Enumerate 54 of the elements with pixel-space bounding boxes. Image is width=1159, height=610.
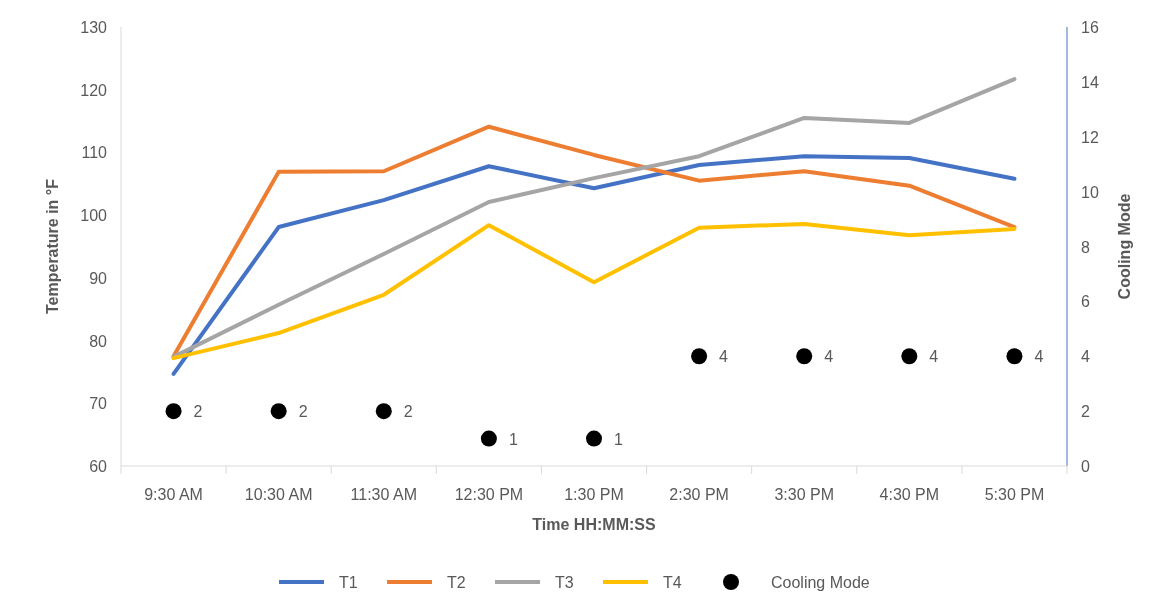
point	[586, 430, 602, 447]
x-tick-label: 3:30 PM	[774, 486, 835, 503]
y2-tick-label: 14	[1081, 73, 1099, 91]
y-tick-label: 70	[89, 395, 108, 413]
y-tick-label: 60	[89, 458, 108, 475]
y2-tick-label: 4	[1081, 348, 1090, 366]
data-label: 4	[719, 348, 729, 366]
y-tick-label: 80	[89, 332, 108, 350]
y2-tick-label: 10	[1081, 183, 1099, 201]
data-label: 1	[508, 430, 518, 448]
y-tick-label: 130	[80, 19, 108, 36]
x-tick-label: 5:30 PM	[984, 486, 1045, 503]
y2-tick-label: 16	[1081, 19, 1099, 36]
point	[796, 348, 813, 365]
x-tick-label: 2:30 PM	[669, 486, 729, 503]
y-tick-label: 100	[80, 207, 108, 225]
x-tick-label: 12:30 PM	[454, 486, 524, 503]
y2-tick-label: 2	[1081, 403, 1090, 421]
x-tick-label: 10:30 AM	[244, 486, 313, 503]
point	[480, 430, 497, 447]
data-label: 4	[929, 348, 939, 366]
y-tick-label: 90	[89, 269, 108, 287]
legend-label: Cooling Mode	[771, 574, 870, 591]
point	[901, 348, 918, 365]
data-label: 2	[403, 403, 413, 421]
data-label: 1	[614, 430, 623, 448]
point	[1006, 348, 1023, 365]
legend-label: T3	[555, 574, 574, 591]
y2-tick-label: 6	[1081, 293, 1090, 311]
data-label: 4	[824, 348, 834, 366]
point	[691, 348, 708, 365]
line-series	[171, 154, 1017, 376]
legend-label: T1	[339, 574, 358, 591]
x-axis-title: Time HH:MM:SS	[532, 516, 656, 533]
point	[270, 403, 287, 420]
point	[375, 403, 392, 420]
y2-tick-label: 0	[1081, 458, 1090, 475]
y2-axis-title: Cooling Mode	[1116, 193, 1133, 300]
y-tick-label: 110	[81, 144, 108, 162]
y2-tick-label: 12	[1081, 128, 1099, 146]
legend-label: T2	[447, 574, 466, 591]
x-tick-label: 11:30 AM	[350, 486, 417, 503]
data-label: 2	[193, 403, 203, 421]
x-tick-label: 1:30 PM	[564, 486, 624, 503]
point	[165, 403, 182, 420]
data-label: 4	[1034, 348, 1044, 366]
y-tick-label: 120	[80, 81, 108, 99]
line-series	[171, 221, 1017, 361]
x-tick-label: 9:30 AM	[144, 486, 203, 503]
data-label: 2	[298, 403, 308, 421]
x-tick-label: 4:30 PM	[879, 486, 940, 503]
y2-tick-label: 8	[1081, 238, 1090, 256]
y-axis-title: Temperature in °F	[44, 178, 61, 315]
legend-label: T4	[663, 574, 682, 591]
